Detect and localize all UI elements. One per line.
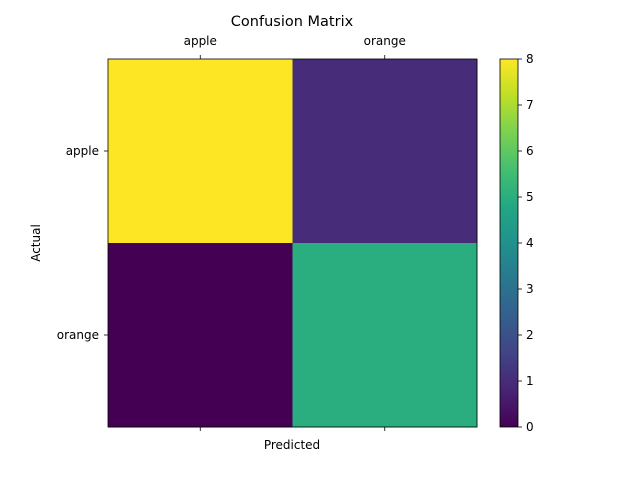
colorbar-tick-label: 4: [526, 236, 534, 250]
y-tick-label: apple: [66, 144, 99, 158]
y-ticks: apple orange: [57, 144, 108, 342]
colorbar-tick-label: 6: [526, 144, 534, 158]
colorbar-tick-label: 1: [526, 374, 534, 388]
heatmap-cell-1-0: [108, 243, 293, 428]
heatmap-cell-1-1: [292, 243, 478, 428]
colorbar-tick-label: 7: [526, 98, 534, 112]
colorbar-tick-label: 2: [526, 328, 534, 342]
colorbar: [499, 58, 519, 428]
y-axis-label: Actual: [29, 224, 43, 262]
colorbar-tick-label: 3: [526, 282, 534, 296]
heatmap-cells: [108, 59, 478, 428]
colorbar-tick-label: 5: [526, 190, 534, 204]
colorbar-tick-label: 0: [526, 420, 534, 434]
x-tick-label: apple: [184, 34, 217, 48]
heatmap-cell-0-0: [108, 59, 293, 244]
x-ticks-top: apple orange: [184, 34, 406, 59]
y-tick-label: orange: [57, 328, 99, 342]
x-tick-label: orange: [364, 34, 406, 48]
colorbar-ticks: 0 1 2 3 4 5 6 7 8: [518, 52, 534, 434]
heatmap-cell-0-1: [292, 59, 478, 244]
x-ticks-bottom: [199, 427, 386, 431]
x-axis-label: Predicted: [264, 438, 320, 452]
heatmap-frame: [107, 58, 478, 428]
chart-title: Confusion Matrix: [231, 14, 354, 30]
colorbar-tick-label: 8: [526, 52, 534, 66]
